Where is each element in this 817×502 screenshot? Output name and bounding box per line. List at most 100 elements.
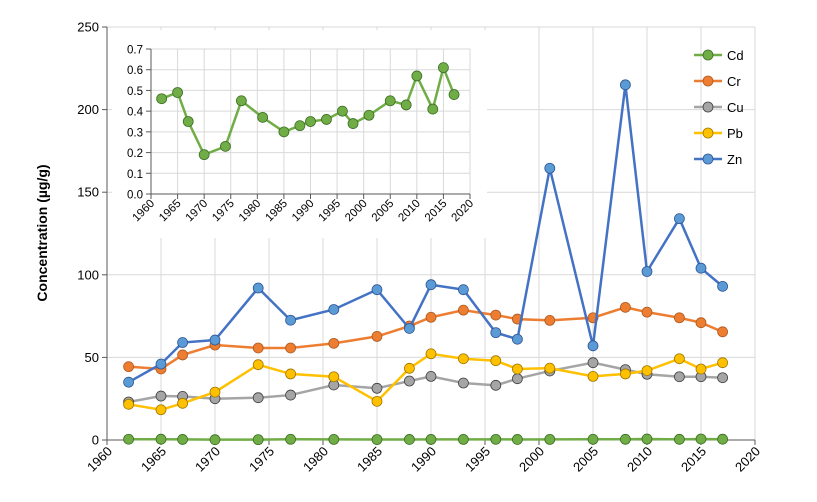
series-cu xyxy=(123,357,728,408)
legend: Cd Cr Cu Pb Zn xyxy=(694,48,744,167)
legend-item-cr: Cr xyxy=(694,74,741,89)
point-cd xyxy=(384,95,396,107)
legend-label: Pb xyxy=(727,126,743,141)
point-cd xyxy=(328,433,340,445)
series-cd xyxy=(156,62,460,161)
point-zn xyxy=(252,282,264,294)
y-tick-label: 50 xyxy=(85,350,99,365)
point-cd xyxy=(403,434,415,445)
point-pb xyxy=(457,353,469,365)
point-zn xyxy=(490,327,502,339)
y-tick-label: 0.1 xyxy=(127,169,143,181)
y-axis-label: Concentration (µg/g) xyxy=(34,164,50,301)
legend-marker xyxy=(702,101,714,113)
point-cu xyxy=(425,370,437,382)
point-cr xyxy=(674,312,685,324)
point-cr xyxy=(252,342,264,354)
point-cd xyxy=(182,116,194,127)
legend-label: Cd xyxy=(727,48,744,63)
inset-background xyxy=(112,30,487,238)
y-tick-label: 250 xyxy=(77,20,99,35)
y-tick-label: 150 xyxy=(77,185,99,200)
point-pb xyxy=(155,404,167,416)
point-cu xyxy=(490,379,502,391)
x-tick-label: 1985 xyxy=(354,444,385,475)
point-cd xyxy=(177,434,189,445)
x-tick-label: 1975 xyxy=(246,444,277,475)
y-tick-label: 0.5 xyxy=(127,86,143,98)
x-tick-label: 2020 xyxy=(732,444,763,475)
series-cd xyxy=(123,433,728,446)
point-cu xyxy=(252,392,264,404)
point-cd xyxy=(438,62,449,74)
point-cd xyxy=(587,433,599,445)
point-cu xyxy=(674,371,685,383)
point-pb xyxy=(695,363,707,375)
point-cu xyxy=(285,389,297,401)
point-cd xyxy=(641,433,653,445)
point-cd xyxy=(695,433,707,445)
x-tick-label: 1960 xyxy=(84,444,115,475)
point-cd xyxy=(457,434,469,445)
point-pb xyxy=(371,395,383,407)
point-cr xyxy=(620,301,631,313)
point-cd xyxy=(294,120,306,132)
y-tick-label: 0.4 xyxy=(127,107,144,119)
x-tick-label: 2000 xyxy=(516,444,547,475)
point-zn xyxy=(512,333,523,345)
point-pb xyxy=(641,365,653,377)
point-cr xyxy=(717,326,728,338)
point-cd xyxy=(400,99,412,111)
point-cd xyxy=(321,114,332,125)
x-tick-label: 1970 xyxy=(192,444,223,475)
point-cr xyxy=(695,317,707,329)
point-cd xyxy=(285,433,297,445)
point-cd xyxy=(336,105,348,117)
point-cr xyxy=(328,337,340,349)
point-zn xyxy=(209,334,221,346)
point-zn xyxy=(620,79,631,91)
point-cr xyxy=(177,349,189,361)
point-cd xyxy=(198,149,210,161)
legend-marker xyxy=(702,127,714,139)
point-zn xyxy=(695,262,707,274)
point-cd xyxy=(620,433,631,445)
x-tick-label: 1980 xyxy=(300,444,331,475)
main-series xyxy=(123,79,728,446)
point-cd xyxy=(278,126,290,138)
legend-item-pb: Pb xyxy=(694,126,743,141)
point-pb xyxy=(425,348,437,360)
series-pb xyxy=(123,348,728,416)
legend-marker xyxy=(702,49,714,61)
legend-item-cu: Cu xyxy=(694,100,744,115)
point-cd xyxy=(427,103,439,115)
point-pb xyxy=(587,370,599,382)
point-zn xyxy=(641,266,653,277)
y-tick-label: 0.7 xyxy=(127,45,143,57)
point-cu xyxy=(717,372,728,384)
point-pb xyxy=(620,368,631,380)
point-cd xyxy=(305,116,316,127)
y-tick-label: 0.3 xyxy=(127,127,143,139)
point-cr xyxy=(641,306,653,318)
y-tick-label: 0.6 xyxy=(127,65,143,77)
x-tick-label: 1995 xyxy=(462,444,493,475)
point-cr xyxy=(457,304,469,316)
y-tick-label: 0 xyxy=(92,433,99,448)
point-cu xyxy=(155,390,167,402)
x-tick-label: 1965 xyxy=(138,444,169,475)
point-cd xyxy=(674,433,685,445)
legend-label: Cu xyxy=(727,100,744,115)
point-cd xyxy=(544,433,556,445)
x-tick-label: 2005 xyxy=(570,444,601,475)
point-cd xyxy=(363,109,375,121)
series-zn xyxy=(123,79,728,388)
point-zn xyxy=(403,323,415,334)
point-cd xyxy=(512,434,523,445)
point-cd xyxy=(347,118,359,129)
point-zn xyxy=(425,279,437,291)
series-cr xyxy=(123,301,728,375)
point-zn xyxy=(457,284,469,296)
